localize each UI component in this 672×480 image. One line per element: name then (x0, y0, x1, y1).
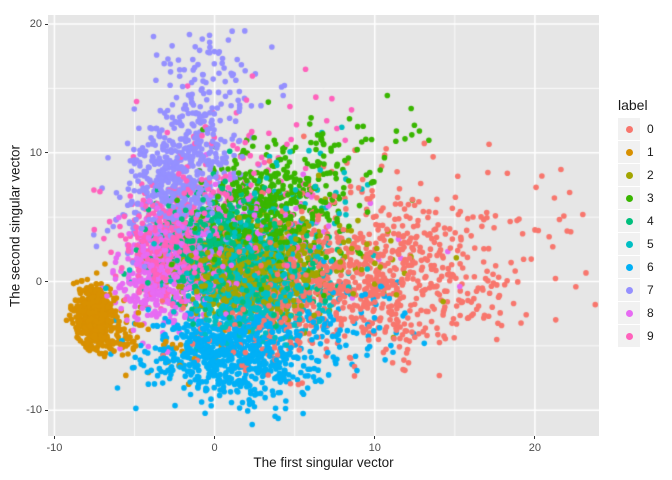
legend-title: label (618, 97, 648, 113)
legend-key-swatch (618, 141, 640, 163)
y-axis-title: The second singular vector (7, 144, 23, 308)
legend-item-0: 0 (618, 118, 654, 140)
legend-key-swatch (618, 187, 640, 209)
legend-dot-icon (625, 217, 633, 225)
plot-panel (48, 15, 599, 436)
x-tick-mark (534, 436, 536, 439)
y-tick-mark (45, 152, 48, 154)
legend-item-label: 1 (647, 145, 654, 159)
legend-item-label: 3 (647, 191, 654, 205)
legend-key-swatch (618, 164, 640, 186)
x-tick-label: 0 (211, 442, 218, 454)
legend-item-label: 2 (647, 168, 654, 182)
legend-dot-icon (625, 263, 633, 271)
legend-item-5: 5 (618, 233, 654, 255)
legend-item-3: 3 (618, 187, 654, 209)
y-tick-label: 10 (29, 146, 42, 159)
legend-item-1: 1 (618, 141, 654, 163)
legend-item-label: 0 (647, 122, 654, 136)
legend-dot-icon (625, 171, 633, 179)
y-tick-mark (45, 23, 48, 25)
legend-key-swatch (618, 325, 640, 347)
legend-item-label: 7 (647, 283, 654, 297)
legend-key-swatch (618, 210, 640, 232)
y-tick-label: 0 (35, 275, 42, 288)
legend-dot-icon (625, 309, 633, 317)
y-tick-label: -10 (26, 404, 42, 417)
legend-dot-icon (625, 125, 633, 133)
legend-key-swatch (618, 233, 640, 255)
x-tick-mark (53, 436, 55, 439)
legend-key-swatch (618, 279, 640, 301)
legend-dot-icon (625, 194, 633, 202)
x-axis-title: The first singular vector (253, 455, 394, 470)
legend-item-4: 4 (618, 210, 654, 232)
legend-item-7: 7 (618, 279, 654, 301)
legend-item-2: 2 (618, 164, 654, 186)
legend: label 0 1 2 3 4 5 6 (618, 97, 654, 348)
legend-key-swatch (618, 302, 640, 324)
x-tick-mark (214, 436, 216, 439)
legend-key-swatch (618, 118, 640, 140)
legend-item-9: 9 (618, 325, 654, 347)
legend-dot-icon (625, 240, 633, 248)
x-tick-label: -10 (46, 442, 63, 454)
legend-item-label: 5 (647, 237, 654, 251)
legend-item-label: 6 (647, 260, 654, 274)
x-tick-label: 10 (368, 442, 381, 454)
legend-item-6: 6 (618, 256, 654, 278)
legend-dot-icon (625, 332, 633, 340)
legend-dot-icon (625, 148, 633, 156)
x-tick-mark (374, 436, 376, 439)
legend-item-label: 9 (647, 329, 654, 343)
x-tick-label: 20 (528, 442, 542, 454)
legend-key-swatch (618, 256, 640, 278)
y-tick-mark (45, 281, 48, 282)
legend-item-label: 8 (647, 306, 654, 320)
legend-dot-icon (625, 286, 633, 294)
y-tick-label: 20 (29, 18, 42, 30)
legend-item-label: 4 (647, 214, 654, 228)
y-tick-mark (45, 409, 48, 411)
legend-item-8: 8 (618, 302, 654, 324)
